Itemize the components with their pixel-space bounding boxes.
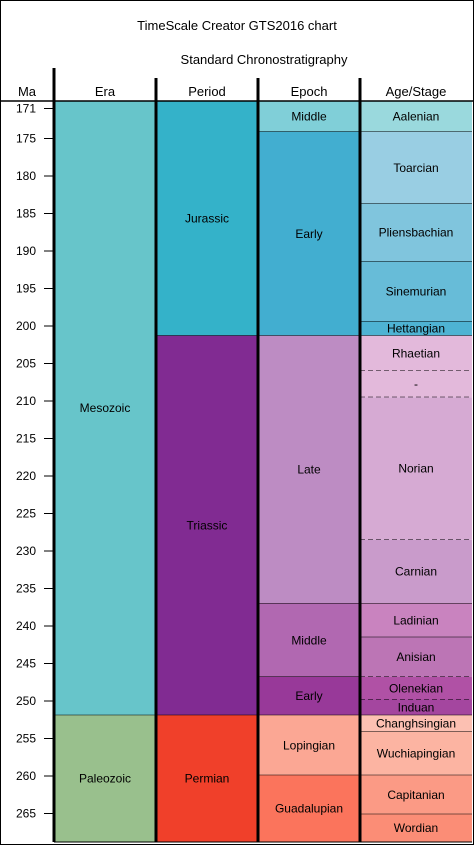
unit-label-age-stage-carnian: Carnian xyxy=(395,565,437,579)
unit-block-era-paleozoic xyxy=(54,715,156,842)
column-era: Era Mesozoic Paleozoic xyxy=(54,84,156,843)
unit-block-era-mesozoic xyxy=(54,101,156,716)
unit-block-age-stage-pliensbachian xyxy=(360,203,472,262)
unit-label-age-stage-anisian: Anisian xyxy=(396,650,435,664)
unit-label-period-permian: Permian xyxy=(185,772,230,786)
unit-block-age-stage-norian xyxy=(360,397,472,540)
tick-label-175: 175 xyxy=(16,132,36,146)
unit-label-age-stage-dash: - xyxy=(414,377,418,391)
tick-label-215: 215 xyxy=(16,432,36,446)
unit-block-age-stage-ladinian xyxy=(360,603,472,638)
unit-label-period-triassic: Triassic xyxy=(187,519,228,533)
unit-block-epoch-late xyxy=(258,335,360,604)
unit-block-epoch-guadalupian xyxy=(258,775,360,842)
unit-block-epoch-middle xyxy=(258,101,360,132)
tick-label-190: 190 xyxy=(16,244,36,258)
unit-label-age-stage-hettangian: Hettangian xyxy=(387,322,445,336)
tick-label-230: 230 xyxy=(16,544,36,558)
tick-label-240: 240 xyxy=(16,619,36,633)
chart-title: TimeScale Creator GTS2016 chart xyxy=(137,18,337,33)
tick-label-250: 250 xyxy=(16,694,36,708)
column-header-period: Period xyxy=(188,84,226,99)
unit-label-epoch-middle: Middle xyxy=(291,109,327,123)
unit-block-age-stage-sinemurian xyxy=(360,261,472,322)
column-period: Period Jurassic Triassic Permian xyxy=(156,84,258,843)
unit-block-age-stage-wuchiapingian xyxy=(360,731,472,776)
tick-label-260: 260 xyxy=(16,769,36,783)
columns-layer: Era Mesozoic Paleozoic Period Jurassic Triass… xyxy=(0,68,474,843)
unit-block-age-stage-hettangian xyxy=(360,321,472,336)
axis-label-ma: Ma xyxy=(18,84,37,99)
tick-label-185: 185 xyxy=(16,207,36,221)
tick-label-180: 180 xyxy=(16,169,36,183)
unit-label-age-stage-wuchiapingian: Wuchiapingian xyxy=(377,747,456,761)
tick-label-225: 225 xyxy=(16,507,36,521)
unit-label-era-mesozoic: Mesozoic xyxy=(80,401,131,415)
unit-block-age-stage-changhsingian xyxy=(360,715,472,732)
unit-label-age-stage-toarcian: Toarcian xyxy=(393,161,438,175)
unit-block-epoch-lopingian xyxy=(258,715,360,776)
unit-block-age-stage-olenekian xyxy=(360,677,472,700)
column-age-stage: Age/Stage Aalenian Toarcian Pliensbachian Si… xyxy=(360,84,472,843)
unit-block-age-stage-aalenian xyxy=(360,101,472,132)
unit-label-age-stage-sinemurian: Sinemurian xyxy=(386,285,447,299)
unit-label-epoch-middle: Middle xyxy=(291,633,327,647)
tick-label-255: 255 xyxy=(16,732,36,746)
unit-block-age-stage-dash xyxy=(360,371,472,398)
unit-block-age-stage-capitanian xyxy=(360,775,472,815)
unit-block-age-stage-induan xyxy=(360,699,472,716)
unit-block-epoch-early xyxy=(258,131,360,336)
unit-block-period-triassic xyxy=(156,335,258,716)
tick-label-265: 265 xyxy=(16,807,36,821)
unit-block-epoch-middle xyxy=(258,603,360,677)
unit-block-period-jurassic xyxy=(156,101,258,336)
unit-label-epoch-early: Early xyxy=(295,227,322,241)
unit-label-age-stage-ladinian: Ladinian xyxy=(393,613,438,627)
column-epoch: Epoch Middle Early Late Middle Early Lopingian… xyxy=(258,84,360,843)
unit-label-age-stage-aalenian: Aalenian xyxy=(393,109,440,123)
column-header-epoch: Epoch xyxy=(291,84,328,99)
unit-block-epoch-early xyxy=(258,677,360,716)
chart-subtitle: Standard Chronostratigraphy xyxy=(181,52,348,67)
unit-label-age-stage-olenekian: Olenekian xyxy=(389,681,443,695)
unit-block-age-stage-rhaetian xyxy=(360,335,472,371)
unit-label-epoch-early: Early xyxy=(295,689,322,703)
unit-block-age-stage-wordian xyxy=(360,814,472,842)
unit-label-epoch-guadalupian: Guadalupian xyxy=(275,802,343,816)
unit-label-age-stage-changhsingian: Changhsingian xyxy=(376,717,456,731)
unit-block-age-stage-anisian xyxy=(360,637,472,677)
unit-label-age-stage-induan: Induan xyxy=(398,700,435,714)
tick-label-205: 205 xyxy=(16,357,36,371)
tick-label-195: 195 xyxy=(16,282,36,296)
unit-block-period-permian xyxy=(156,715,258,842)
unit-label-era-paleozoic: Paleozoic xyxy=(79,772,131,786)
tick-label-200: 200 xyxy=(16,319,36,333)
unit-label-age-stage-capitanian: Capitanian xyxy=(387,788,444,802)
unit-label-age-stage-rhaetian: Rhaetian xyxy=(392,346,440,360)
tick-label-210: 210 xyxy=(16,394,36,408)
column-header-age-stage: Age/Stage xyxy=(386,84,447,99)
tick-label-171: 171 xyxy=(16,102,36,116)
unit-label-epoch-late: Late xyxy=(297,463,321,477)
tick-label-220: 220 xyxy=(16,469,36,483)
ma-axis: Ma 171 175 180 185 190 195 200 205 210 215 220 225 23… xyxy=(16,84,54,821)
tick-label-235: 235 xyxy=(16,582,36,596)
unit-block-age-stage-toarcian xyxy=(360,131,472,204)
unit-block-age-stage-carnian xyxy=(360,539,472,604)
unit-label-epoch-lopingian: Lopingian xyxy=(283,738,335,752)
tick-label-245: 245 xyxy=(16,657,36,671)
column-header-era: Era xyxy=(95,84,116,99)
unit-label-age-stage-wordian: Wordian xyxy=(394,821,438,835)
unit-label-age-stage-norian: Norian xyxy=(398,462,433,476)
unit-label-period-jurassic: Jurassic xyxy=(185,211,229,225)
unit-label-age-stage-pliensbachian: Pliensbachian xyxy=(379,226,454,240)
